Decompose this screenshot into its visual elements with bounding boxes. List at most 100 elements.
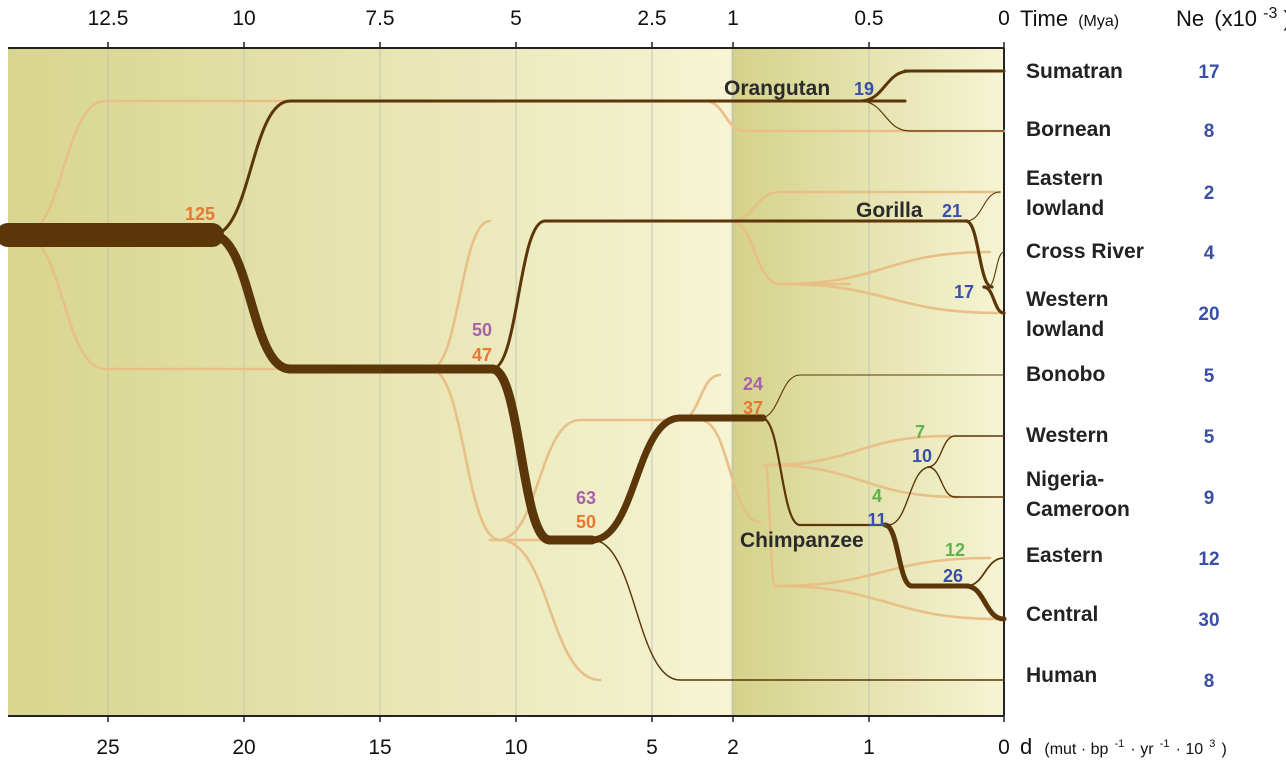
shadow-branch	[496, 418, 582, 542]
top-tick-label: 0.5	[854, 7, 883, 30]
tree-branch	[210, 99, 292, 237]
leaf-label: Eastern	[1026, 544, 1103, 567]
leaf-label: Cameroon	[1026, 498, 1130, 521]
ne-value: 12	[1198, 549, 1219, 570]
bottom-tick-label: 10	[504, 736, 527, 759]
leaf-label: lowland	[1026, 197, 1104, 220]
ne-value: 4	[1204, 243, 1215, 264]
top-tick-label: 7.5	[365, 7, 394, 30]
node-annotation: 21	[942, 201, 962, 221]
top-tick-label: 1	[727, 7, 739, 30]
shadow-branch	[763, 463, 777, 588]
shadow-branch	[773, 584, 1002, 621]
ne-value: 17	[1198, 62, 1219, 83]
leaf-label: Western	[1026, 288, 1108, 311]
top-tick-label: 2.5	[637, 7, 666, 30]
time-axis-title: Time (Mya)	[1020, 6, 1119, 31]
node-annotation: 63	[576, 488, 596, 508]
tree-branch	[591, 539, 681, 681]
tree-branch	[759, 374, 801, 419]
shadow-branch	[698, 418, 762, 524]
bottom-tick-label: 1	[863, 736, 875, 759]
node-annotation: 17	[954, 282, 974, 302]
bottom-tick-label: 25	[96, 736, 119, 759]
leaf-label: lowland	[1026, 318, 1104, 341]
leaf-label: Central	[1026, 603, 1098, 626]
tree-branch	[588, 414, 684, 544]
bottom-tick-label: 5	[646, 736, 658, 759]
plot-background-left	[8, 48, 732, 716]
leaf-label: Bornean	[1026, 118, 1111, 141]
shadow-branch	[778, 250, 992, 286]
shadow-branch	[428, 367, 502, 542]
node-annotation: 7	[915, 422, 925, 442]
tree-branch	[882, 522, 915, 589]
top-tick-label: 10	[232, 7, 255, 30]
ne-value: 2	[1204, 183, 1215, 204]
shadow-branch	[728, 219, 782, 286]
ne-value: 5	[1204, 427, 1215, 448]
d-axis-title: d (mut · bp -1 · yr -1 · 10 3 )	[1020, 727, 1227, 759]
leaf-label: Bonobo	[1026, 363, 1105, 386]
node-annotation: 50	[576, 512, 596, 532]
node-annotation: 11	[867, 510, 886, 530]
ne-value: 8	[1204, 671, 1215, 692]
ne-value: 20	[1198, 304, 1219, 325]
ne-header: Ne (x10 -3 )	[1176, 0, 1286, 31]
shadow-branch	[763, 463, 962, 499]
tree-branch	[982, 285, 1006, 315]
node-annotation: 47	[472, 345, 492, 365]
tree-branch	[490, 219, 547, 371]
ne-values: 17 8 2 4 20 5 5 9 12 30 8	[1198, 62, 1219, 692]
gridlines	[107, 48, 870, 716]
ne-value: 9	[1204, 488, 1215, 509]
top-tick-label: 5	[510, 7, 522, 30]
node-annotation: 50	[472, 320, 492, 340]
tree-branch	[987, 251, 1005, 288]
leaf-label: Eastern	[1026, 167, 1103, 190]
clade-label-gorilla: Gorilla	[856, 199, 923, 222]
node-annotation: 19	[854, 79, 874, 99]
bottom-tick-label: 20	[232, 736, 255, 759]
axis-ticks: 12.5 10 7.5 5 2.5 1 0.5 025 20 15 10 5 2 1 0	[88, 7, 1010, 759]
leaf-label: Western	[1026, 424, 1108, 447]
clade-label-chimpanzee: Chimpanzee	[740, 529, 864, 552]
top-tick-label: 0	[998, 7, 1010, 30]
tree-branch	[207, 230, 295, 374]
top-tick-label: 12.5	[88, 7, 129, 30]
ne-value: 5	[1204, 366, 1215, 387]
bottom-tick-label: 0	[998, 736, 1010, 759]
shadow-branch	[773, 556, 992, 588]
clade-label-orangutan: Orangutan	[724, 77, 830, 100]
tree-branch	[760, 416, 802, 527]
node-annotation: 12	[945, 540, 965, 560]
ne-value: 30	[1198, 610, 1219, 631]
node-annotation: 37	[743, 398, 763, 418]
tree-branch	[858, 69, 912, 103]
plot-background-right	[732, 48, 1004, 716]
shadow-branch	[778, 282, 1002, 315]
node-annotation: 24	[743, 374, 763, 394]
node-annotation: 26	[943, 566, 963, 586]
tree-branch	[487, 364, 555, 545]
ne-value: 8	[1204, 121, 1215, 142]
leaf-label: Sumatran	[1026, 60, 1123, 83]
tree-branch	[859, 100, 911, 132]
shadow-branch	[498, 538, 602, 682]
node-annotations: 125 50 47 63 50 24 37 19 21 17 7 10 4 11 12 26	[185, 79, 974, 586]
tree-branch	[965, 191, 1001, 222]
tree-branch	[963, 583, 1007, 622]
node-annotation: 4	[872, 486, 882, 506]
leaf-label: Nigeria-	[1026, 468, 1104, 491]
leaf-labels: Sumatran Bornean Eastern lowland Cross River…	[1026, 60, 1144, 687]
bottom-tick-label: 2	[727, 736, 739, 759]
tree-branch	[927, 466, 956, 498]
shadow-branch	[428, 219, 492, 371]
main-tree	[0, 69, 1007, 681]
tree-branch	[887, 466, 931, 526]
leaf-label: Cross River	[1026, 240, 1144, 263]
node-annotation: 10	[912, 446, 932, 466]
bottom-tick-label: 15	[368, 736, 391, 759]
node-annotation: 125	[185, 204, 215, 224]
